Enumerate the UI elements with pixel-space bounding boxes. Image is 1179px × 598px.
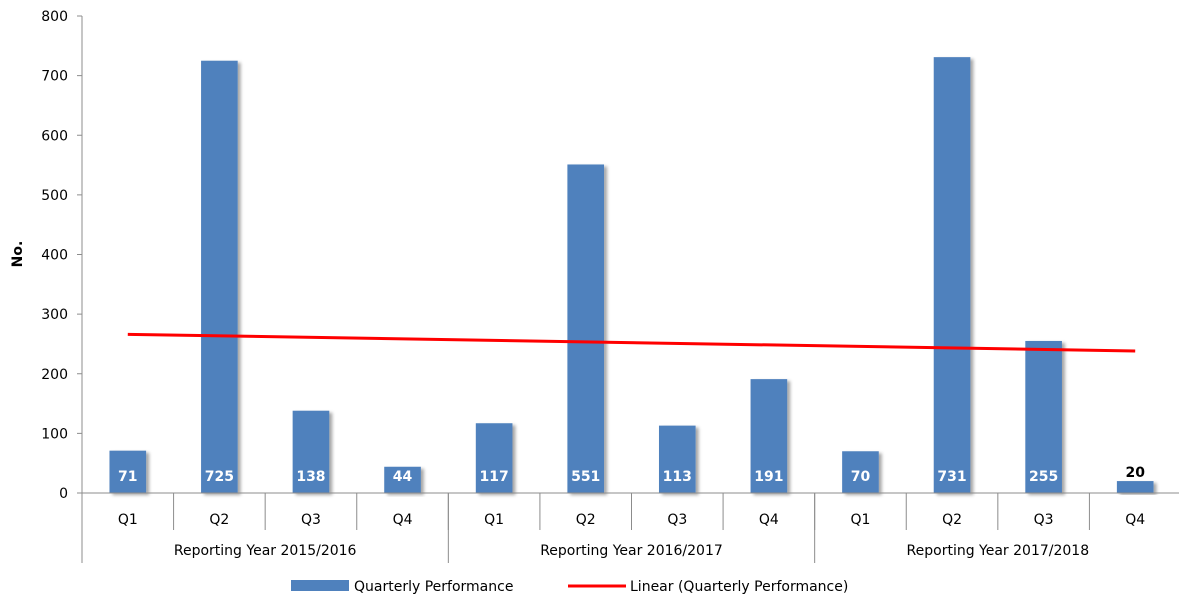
y-axis <box>77 15 83 494</box>
data-label: 70 <box>851 469 871 485</box>
data-label: 117 <box>480 469 509 485</box>
bar <box>475 423 513 493</box>
data-label: 138 <box>296 469 325 485</box>
data-label: 191 <box>754 469 783 485</box>
y-tick-label: 500 <box>41 188 68 204</box>
bar <box>567 164 605 493</box>
y-tick-label: 200 <box>41 367 68 383</box>
bar <box>1025 340 1062 493</box>
x-category-label: Q4 <box>1125 512 1145 528</box>
y-tick-label: 700 <box>41 69 68 85</box>
bar <box>1116 481 1154 493</box>
x-category-label: Q4 <box>393 512 413 528</box>
data-label: 731 <box>937 469 966 485</box>
y-tick-label: 0 <box>59 486 68 502</box>
bar <box>842 451 879 493</box>
bar <box>750 379 788 493</box>
data-label: 551 <box>571 469 600 485</box>
data-label: 255 <box>1029 469 1058 485</box>
x-category-label: Q2 <box>942 512 962 528</box>
data-label: 113 <box>663 469 692 485</box>
data-label: 725 <box>205 469 234 485</box>
x-group-labels: Reporting Year 2015/2016 Reporting Year 2… <box>174 543 1089 559</box>
bar <box>292 410 330 493</box>
y-tick-label: 800 <box>41 9 68 25</box>
bar <box>201 60 238 493</box>
trendline <box>127 332 1136 353</box>
data-label: 20 <box>1125 465 1145 481</box>
legend-swatch-quarterly-performance <box>291 580 349 591</box>
x-category-label: Q3 <box>1034 512 1054 528</box>
y-axis-label: No. <box>10 241 26 268</box>
bars <box>109 57 1154 494</box>
data-label: 71 <box>118 469 137 485</box>
x-category-labels: Q1 Q2 Q3 Q4 Q1 Q2 Q3 Q4 Q1 Q2 Q3 Q4 <box>118 512 1145 528</box>
data-labels: 71 725 138 44 117 551 113 191 70 731 255 20 <box>118 465 1145 485</box>
x-category-label: Q3 <box>667 512 687 528</box>
x-category-label: Q4 <box>759 512 779 528</box>
trendline-line <box>127 332 1136 353</box>
y-tick-label: 300 <box>41 307 68 323</box>
x-group-label: Reporting Year 2017/2018 <box>907 543 1090 559</box>
bar <box>933 57 971 494</box>
x-group-label: Reporting Year 2016/2017 <box>540 543 723 559</box>
legend: Quarterly Performance Linear (Quarterly … <box>291 579 848 595</box>
y-tick-label: 600 <box>41 128 68 144</box>
y-tick-label: 100 <box>41 426 68 442</box>
y-tick-labels: 0 100 200 300 400 500 600 700 800 <box>41 9 68 502</box>
bar <box>109 450 147 493</box>
x-category-label: Q1 <box>850 512 870 528</box>
x-category-label: Q2 <box>209 512 229 528</box>
x-group-label: Reporting Year 2015/2016 <box>174 543 357 559</box>
bar <box>658 425 696 493</box>
data-label: 44 <box>393 469 413 485</box>
legend-label-linear-trend: Linear (Quarterly Performance) <box>630 579 848 595</box>
bar <box>384 466 421 493</box>
x-axis <box>81 492 1179 563</box>
y-tick-label: 400 <box>41 248 68 264</box>
x-category-label: Q1 <box>484 512 504 528</box>
x-category-label: Q2 <box>576 512 596 528</box>
x-category-label: Q3 <box>301 512 321 528</box>
x-category-label: Q1 <box>118 512 138 528</box>
legend-label-quarterly-performance: Quarterly Performance <box>354 579 513 595</box>
